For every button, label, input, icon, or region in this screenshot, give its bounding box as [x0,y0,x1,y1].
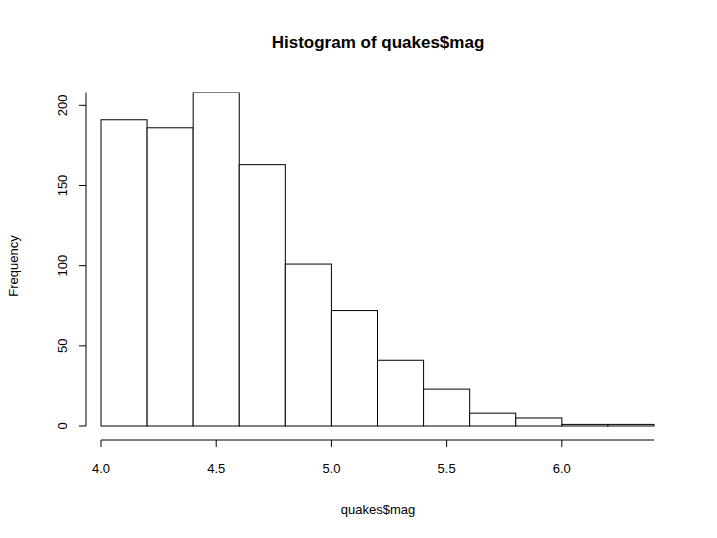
bar [285,264,331,426]
bar [101,120,147,426]
bar [608,424,654,426]
y-tick [79,345,86,346]
y-tick [79,105,86,106]
x-axis-line [101,440,654,441]
x-tick [446,440,447,447]
x-tick [561,440,562,447]
x-tick [101,440,102,447]
y-tick [79,185,86,186]
x-tick [216,440,217,447]
bars [101,93,654,427]
y-axis-line [86,93,87,427]
y-tick [79,265,86,266]
bar [424,389,470,426]
title: Histogram of quakes$mag [272,33,485,52]
bar [470,413,516,426]
y-tick [79,426,86,427]
chart: Histogram of quakes$mag 4.0 4.5 5.0 5.5 6.0 0 5… [0,0,717,538]
y-axis-label: Frequency [6,235,21,297]
x-tick-label: 5.5 [438,461,456,476]
bar [562,424,608,426]
bar [147,128,193,426]
y-tick-label: 200 [55,94,70,116]
y-tick-label: 0 [55,422,70,429]
x-tick-label: 4.5 [207,461,225,476]
x-tick-label: 6.0 [553,461,571,476]
y-tick-label: 50 [55,339,70,353]
y-tick-label: 100 [55,255,70,277]
bar [193,93,239,427]
x-axis-label: quakes$mag [341,502,415,517]
bar [239,165,285,426]
bar [378,360,424,426]
x-tick-label: 5.0 [322,461,340,476]
bar [331,311,377,426]
bar [516,418,562,426]
x-tick-label: 4.0 [92,461,110,476]
x-tick [331,440,332,447]
y-tick-label: 150 [55,175,70,197]
